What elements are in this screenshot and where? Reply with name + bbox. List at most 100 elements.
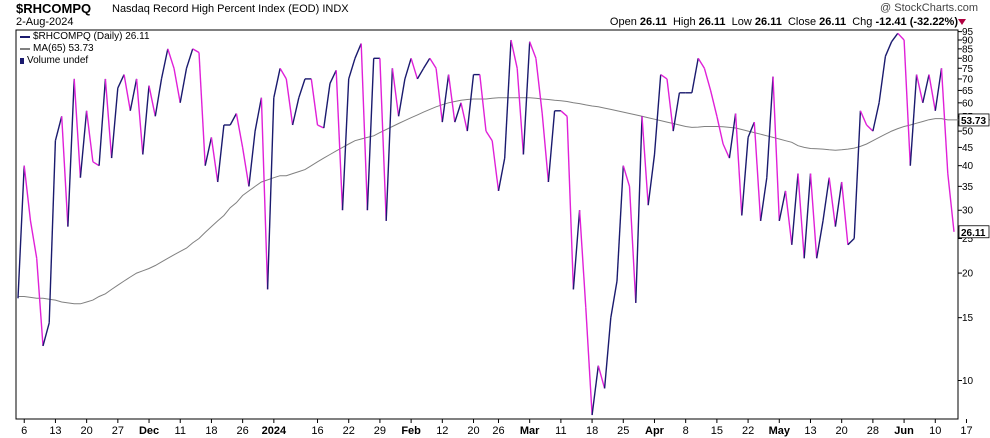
price-segment [323, 83, 331, 129]
x-tick-label: 22 [742, 425, 754, 437]
y-tick-label: 65 [962, 86, 974, 97]
price-segment [516, 68, 525, 155]
price-segment [266, 97, 275, 290]
price-segment [291, 97, 300, 126]
price-segment [497, 157, 506, 192]
price-segment [142, 85, 150, 155]
price-segment [485, 130, 493, 142]
price-segment [728, 113, 737, 159]
price-segment [647, 154, 656, 206]
price-segment [697, 57, 705, 69]
price-segment [578, 210, 587, 308]
ticker-symbol[interactable]: $RHCOMPQ [16, 1, 92, 16]
y-tick-label: 60 [962, 98, 974, 109]
plot-frame [15, 29, 959, 420]
stockcharts-credit[interactable]: @ StockCharts.com [880, 2, 978, 14]
price-segment [298, 78, 306, 99]
legend-volume-label: Volume undef [27, 55, 89, 66]
x-tick-label: 6 [21, 425, 27, 437]
x-tick-label: 18 [205, 425, 217, 437]
x-tick-label: 20 [467, 425, 479, 437]
price-segment [866, 124, 874, 132]
price-segment [922, 74, 930, 103]
price-segment [510, 39, 518, 69]
price-segment [110, 88, 119, 159]
price-segment [853, 110, 862, 239]
price-segment [192, 48, 200, 54]
price-segment [778, 190, 787, 222]
y-tick-label: 20 [962, 269, 974, 280]
price-segment [566, 116, 575, 290]
x-tick-label: 16 [311, 425, 323, 437]
price-segment [167, 48, 175, 69]
price-segment [816, 220, 824, 259]
price-segment [491, 140, 500, 191]
price-segment [872, 102, 880, 132]
price-segment [653, 74, 662, 155]
price-segment [310, 78, 319, 126]
ma-value-tag-text: 53.73 [961, 116, 986, 127]
y-tick-label: 30 [962, 206, 974, 217]
chart-header: $RHCOMPQ Nasdaq Record High Percent Inde… [0, 0, 990, 30]
ohlc-readout: Open 26.11 High 26.11 Low 26.11 Close 26… [610, 16, 958, 28]
price-segment [154, 78, 163, 117]
price-segment [241, 147, 250, 187]
price-segment [803, 173, 812, 259]
y-tick-label: 45 [962, 143, 974, 154]
price-segment [828, 177, 837, 227]
legend-price-label: $RHCOMPQ (Daily) 26.11 [33, 31, 150, 42]
chg-label: Chg [852, 16, 873, 28]
price-segment [17, 165, 25, 299]
price-segment [73, 78, 82, 178]
price-segment [535, 58, 543, 114]
price-segment [741, 137, 749, 216]
x-tick-label: 11 [175, 425, 186, 437]
price-segment [628, 186, 637, 303]
y-tick-label: 80 [962, 54, 974, 65]
price-segment [529, 41, 537, 59]
legend-volume: Volume undef [20, 55, 150, 67]
price-segment [591, 365, 599, 416]
price-segment [54, 116, 63, 141]
price-segment [61, 116, 69, 227]
x-tick-label: 29 [374, 425, 386, 437]
y-tick-label: 25 [962, 234, 974, 245]
price-segment [354, 43, 362, 59]
high-value: 26.11 [698, 16, 726, 28]
legend-ma-swatch [20, 48, 30, 50]
price-segment [160, 48, 169, 80]
x-tick-label: 12 [436, 425, 448, 437]
x-tick-label: 13 [804, 425, 816, 437]
price-segment [129, 78, 138, 111]
price-segment [709, 90, 718, 117]
price-segment [254, 97, 263, 132]
price-segment [834, 181, 843, 227]
low-label: Low [731, 16, 752, 28]
price-segment [940, 68, 949, 174]
y-tick-label: 75 [962, 64, 974, 75]
price-segment [385, 68, 394, 221]
price-segment [504, 39, 512, 159]
x-tick-label: 10 [929, 425, 941, 437]
y-tick-label: 70 [962, 74, 974, 85]
price-segment [791, 173, 799, 245]
price-segment [466, 74, 475, 132]
price-segment [859, 110, 868, 126]
ma-value-tag-box [958, 113, 990, 127]
price-segment [248, 131, 256, 187]
price-segment [36, 258, 44, 346]
y-tick-label: 35 [962, 182, 974, 193]
last-value-tag-text: 26.11 [961, 228, 986, 239]
price-segment [454, 102, 462, 123]
price-segment [391, 68, 400, 117]
price-segment [666, 78, 674, 132]
price-segment [441, 74, 450, 123]
price-segment [915, 74, 924, 103]
price-segment [397, 78, 406, 117]
x-tick-label: Mar [520, 425, 540, 437]
legend-ma: MA(65) 53.73 [20, 43, 150, 55]
x-tick-label: 8 [683, 425, 689, 437]
price-segment [348, 58, 356, 80]
price-segment [179, 68, 188, 103]
